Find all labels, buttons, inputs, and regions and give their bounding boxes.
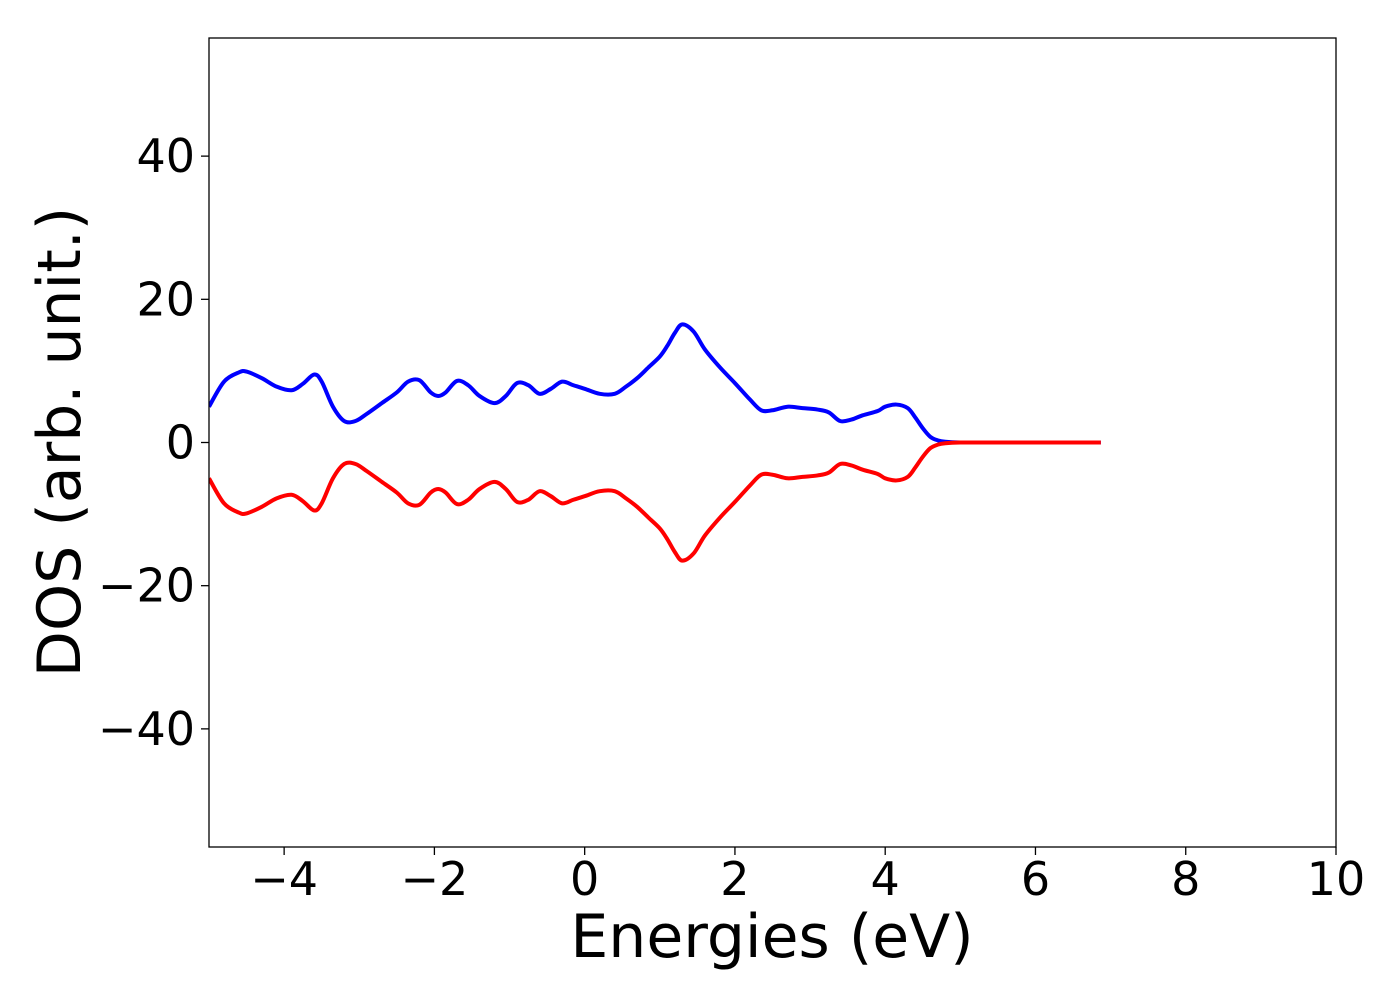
x-tick-label: 0 — [570, 852, 599, 906]
x-axis-label: Energies (eV) — [570, 902, 973, 972]
series-line-2 — [209, 440, 1101, 563]
y-tick-label: −20 — [98, 559, 195, 613]
y-tick-label: 0 — [166, 416, 195, 470]
x-tick-label: −4 — [250, 852, 318, 906]
x-tick-label: −2 — [400, 852, 468, 906]
y-tick-label: −40 — [98, 702, 195, 756]
x-tick-label: 6 — [1021, 852, 1050, 906]
x-tick-label: 2 — [720, 852, 749, 906]
y-axis-ticks: −40 −20 0 20 40 — [98, 129, 209, 756]
x-tick-label: 4 — [871, 852, 900, 906]
y-tick-label: 40 — [136, 129, 195, 183]
x-tick-label: 8 — [1171, 852, 1200, 906]
series-layer — [209, 322, 1101, 563]
x-axis-ticks: −4 −2 0 2 4 6 8 10 — [250, 847, 1365, 906]
x-tick-label: 10 — [1307, 852, 1366, 906]
series-line-1 — [209, 322, 1101, 445]
y-tick-label: 20 — [136, 272, 195, 326]
y-axis-label: DOS (arb. unit.) — [25, 207, 95, 677]
plot-frame — [208, 37, 1337, 848]
